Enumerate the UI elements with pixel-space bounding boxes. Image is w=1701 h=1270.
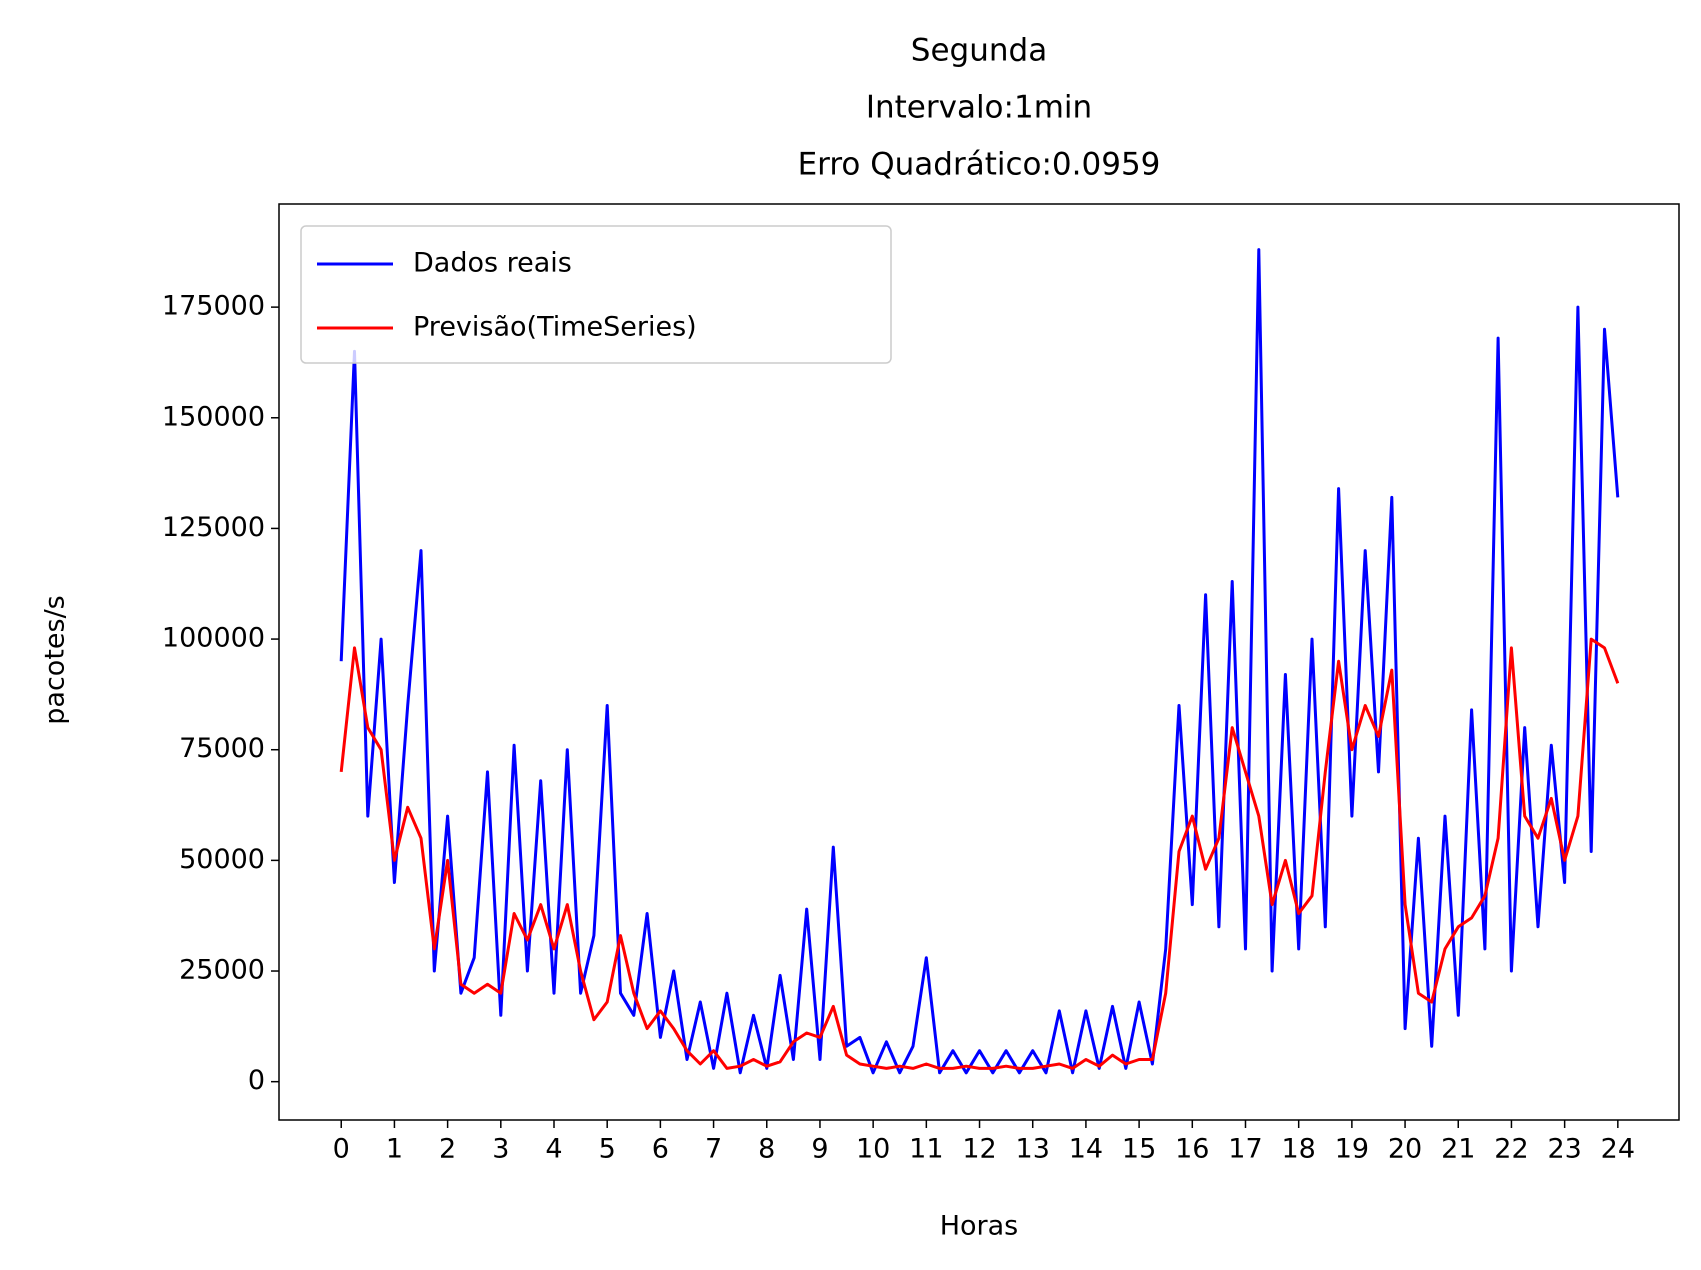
x-tick-label: 18 [1282,1134,1316,1165]
data-line [339,248,1620,1075]
y-tick-label: 150000 [162,401,265,432]
chart-title: Intervalo:1min [866,90,1092,126]
x-tick-label: 15 [1122,1134,1156,1165]
x-tick-label: 22 [1494,1134,1528,1165]
x-tick-label: 0 [333,1134,350,1165]
y-tick-label: 0 [248,1065,265,1096]
x-tick-label: 16 [1175,1134,1209,1165]
x-tick-label: 1 [386,1134,403,1165]
data-line [339,637,1620,1070]
x-tick-label: 3 [492,1134,509,1165]
x-tick-label: 5 [599,1134,616,1165]
y-tick-label: 75000 [179,733,265,764]
x-tick-label: 14 [1069,1134,1103,1165]
x-tick-label: 9 [811,1134,828,1165]
x-tick-label: 19 [1335,1134,1369,1165]
x-tick-label: 11 [909,1134,943,1165]
chart-title: Segunda [911,33,1047,69]
legend: Dados reais Previsão(TimeSeries) [300,225,892,364]
x-tick-label: 12 [962,1134,996,1165]
x-tick-label: 8 [758,1134,775,1165]
x-tick-label: 23 [1547,1134,1581,1165]
legend-label: Previsão(TimeSeries) [413,312,697,343]
x-tick-label: 6 [652,1134,669,1165]
y-tick-label: 25000 [179,955,265,986]
x-tick-label: 21 [1441,1134,1475,1165]
y-tick-label: 175000 [162,291,265,322]
legend-box [300,225,892,364]
x-tick-label: 17 [1228,1134,1262,1165]
x-tick-label: 7 [705,1134,722,1165]
x-tick-label: 20 [1388,1134,1422,1165]
legend-label: Dados reais [413,248,572,279]
x-tick-label: 24 [1601,1134,1635,1165]
y-axis-label: pacotes/s [40,595,71,724]
y-tick-label: 125000 [162,512,265,543]
x-tick-label: 13 [1016,1134,1050,1165]
x-axis-label: Horas [940,1211,1019,1242]
chart-title: Erro Quadrático:0.0959 [798,147,1161,183]
y-tick-label: 100000 [162,623,265,654]
x-tick-label: 2 [439,1134,456,1165]
y-tick-label: 50000 [179,844,265,875]
x-tick-label: 10 [856,1134,890,1165]
x-tick-label: 4 [545,1134,562,1165]
